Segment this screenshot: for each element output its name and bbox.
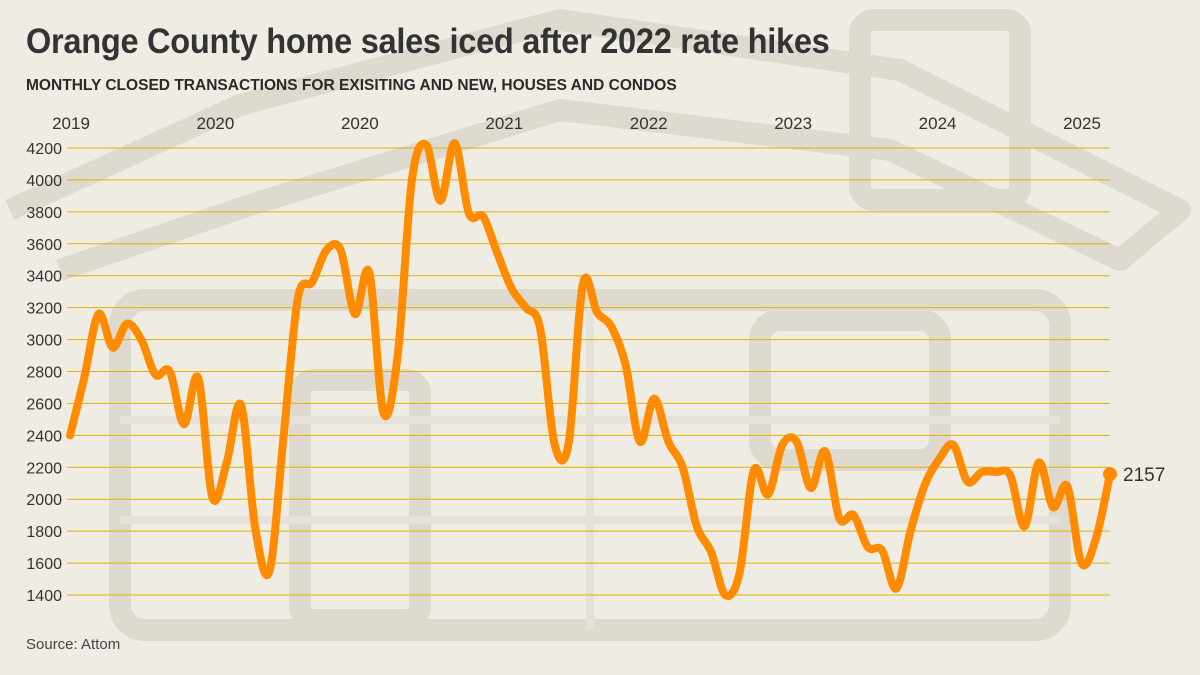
end-point-marker (1103, 467, 1117, 482)
end-value-label: 2157 (1123, 465, 1165, 486)
x-tick-label: 2021 (485, 114, 523, 133)
y-tick-label: 3800 (26, 205, 62, 222)
y-tick-label: 3400 (26, 269, 62, 286)
x-tick-label: 2022 (630, 114, 668, 133)
y-tick-label: 3600 (26, 237, 62, 254)
x-tick-label: 2025 (1063, 114, 1101, 133)
y-tick-label: 1800 (26, 524, 62, 541)
source-note: Source: Attom (26, 636, 121, 653)
sales-series-line (66, 139, 1114, 600)
x-tick-label: 2020 (341, 114, 379, 133)
x-tick-label: 2023 (774, 114, 812, 133)
y-tick-label: 2800 (26, 365, 62, 382)
chart-title: Orange County home sales iced after 2022… (26, 22, 830, 61)
y-tick-label: 2000 (26, 492, 62, 509)
y-tick-label: 1400 (26, 588, 62, 605)
chart-subtitle: MONTHLY CLOSED TRANSACTIONS FOR EXISITIN… (26, 77, 677, 94)
x-tick-label: 2019 (52, 114, 90, 133)
y-tick-label: 2200 (26, 460, 62, 477)
y-tick-label: 3000 (26, 333, 62, 350)
y-tick-label: 4000 (26, 173, 62, 190)
x-tick-label: 2024 (919, 114, 957, 133)
y-tick-label: 3200 (26, 301, 62, 318)
y-tick-label: 1600 (26, 556, 62, 573)
x-tick-label: 2020 (197, 114, 235, 133)
y-tick-label: 2600 (26, 396, 62, 413)
y-tick-label: 2400 (26, 428, 62, 445)
y-tick-label: 4200 (26, 141, 62, 158)
